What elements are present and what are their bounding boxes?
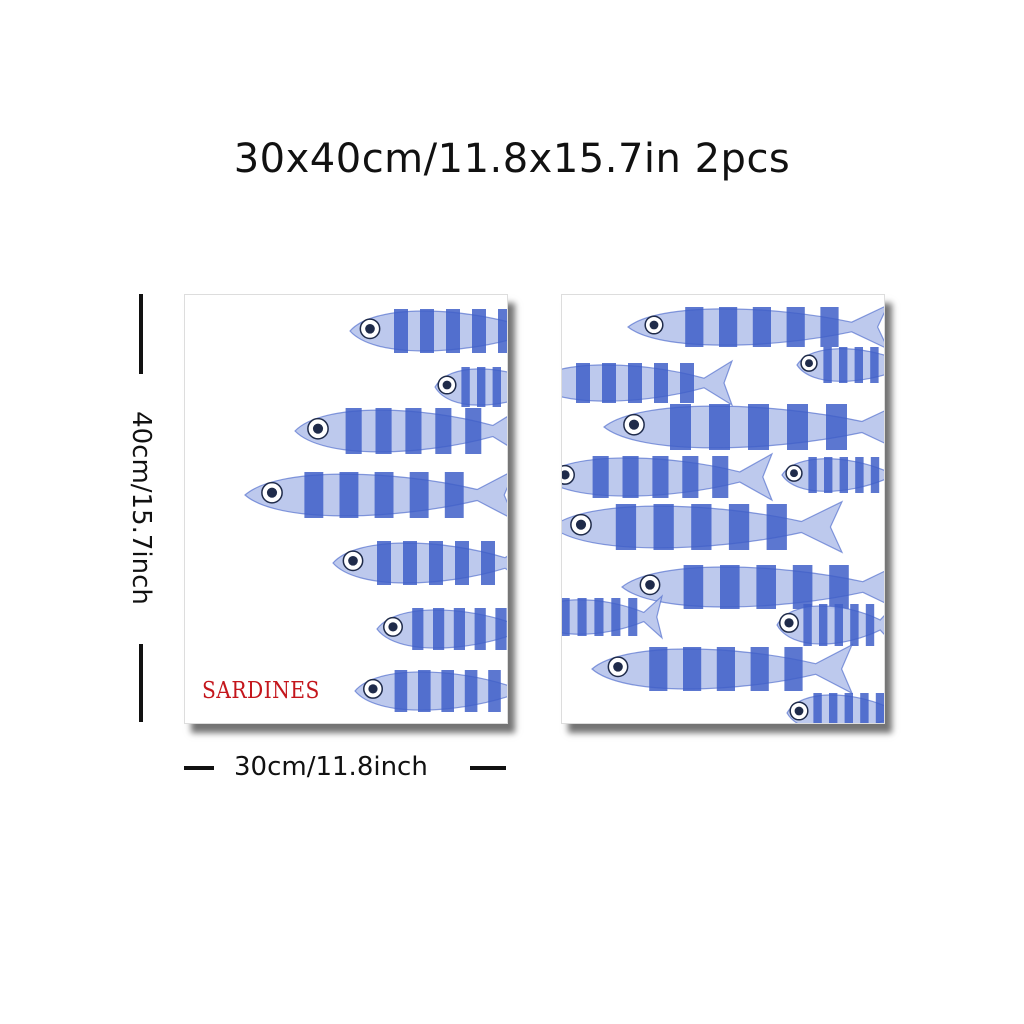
fish-icon — [376, 608, 507, 650]
fish-icon — [562, 500, 844, 554]
product-size-title: 30x40cm/11.8x15.7in 2pcs — [233, 136, 791, 182]
fish-icon — [781, 457, 884, 493]
right-fish-artwork — [562, 306, 884, 723]
sardines-label: SARDINES — [202, 678, 320, 704]
fish-icon — [786, 693, 884, 723]
left-print-panel — [184, 294, 508, 724]
fish-icon — [332, 541, 507, 585]
fish-icon — [562, 452, 774, 502]
height-dimension-top-line — [139, 294, 143, 374]
left-fish-artwork — [244, 309, 507, 712]
fish-icon — [434, 367, 507, 407]
fish-icon — [776, 604, 884, 646]
fish-icon — [603, 404, 884, 450]
fish-icon — [562, 359, 734, 407]
fish-icon — [244, 472, 507, 518]
fish-icon — [562, 594, 664, 640]
fish-icon — [621, 565, 884, 609]
fish-icon — [796, 347, 884, 383]
right-print-panel — [561, 294, 885, 724]
fish-icon — [591, 643, 854, 695]
height-dimension-label: 40cm/15.7inch — [126, 411, 156, 605]
fish-icon — [294, 408, 507, 454]
width-dimension-label: 30cm/11.8inch — [234, 752, 428, 782]
fish-icon — [349, 309, 507, 353]
width-dimension-left-line — [184, 766, 214, 770]
fish-icon — [627, 306, 884, 348]
width-dimension-right-line — [470, 766, 506, 770]
fish-icon — [354, 670, 507, 712]
height-dimension-bottom-line — [139, 644, 143, 722]
